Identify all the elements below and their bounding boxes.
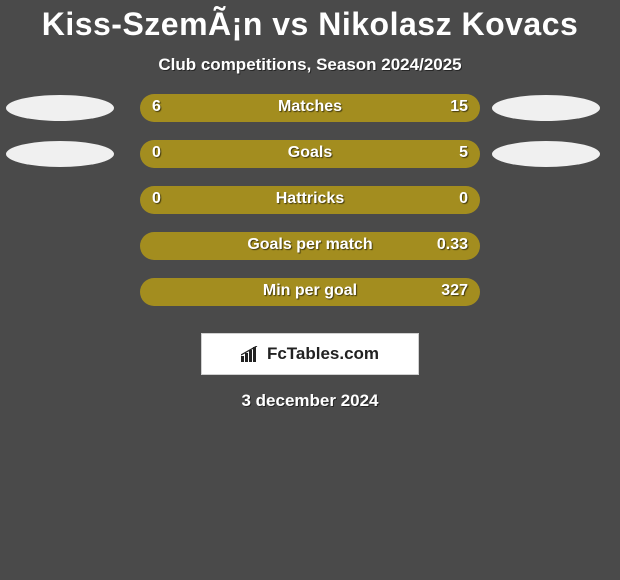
stat-value-right: 0.33: [437, 236, 468, 254]
stat-value-right: 0: [459, 190, 468, 208]
player-avatar-left: [6, 141, 114, 167]
stat-rows: 615Matches05Goals00Hattricks0.33Goals pe…: [0, 95, 620, 325]
stat-bar-track: [140, 232, 480, 260]
stat-bar-right: [140, 232, 480, 260]
brand-box[interactable]: FcTables.com: [201, 333, 419, 375]
bar-chart-icon: [241, 346, 261, 362]
stat-bar-track: [140, 278, 480, 306]
stat-bar-track: [140, 186, 480, 214]
stat-bar-right: [310, 186, 480, 214]
stat-value-right: 5: [459, 144, 468, 162]
stat-bar-track: [140, 94, 480, 122]
page-title: Kiss-SzemÃ¡n vs Nikolasz Kovacs: [0, 0, 620, 43]
brand-text: FcTables.com: [267, 344, 379, 364]
stat-value-left: 0: [152, 190, 161, 208]
chart-container: Kiss-SzemÃ¡n vs Nikolasz Kovacs Club com…: [0, 0, 620, 580]
stat-value-left: 6: [152, 98, 161, 116]
stat-value-right: 327: [441, 282, 468, 300]
stat-value-left: 0: [152, 144, 161, 162]
stat-bar-right: [140, 278, 480, 306]
stat-bar-track: [140, 140, 480, 168]
stat-row: 05Goals: [0, 141, 620, 187]
date-text: 3 december 2024: [0, 391, 620, 411]
stat-row: 0.33Goals per match: [0, 233, 620, 279]
player-avatar-left: [6, 95, 114, 121]
player-avatar-right: [492, 141, 600, 167]
stat-bar-left: [140, 186, 310, 214]
stat-bar-right: [140, 140, 480, 168]
stat-row: 615Matches: [0, 95, 620, 141]
stat-value-right: 15: [450, 98, 468, 116]
stat-row: 00Hattricks: [0, 187, 620, 233]
stat-bar-right: [237, 94, 480, 122]
stat-row: 327Min per goal: [0, 279, 620, 325]
player-avatar-right: [492, 95, 600, 121]
page-subtitle: Club competitions, Season 2024/2025: [0, 55, 620, 75]
